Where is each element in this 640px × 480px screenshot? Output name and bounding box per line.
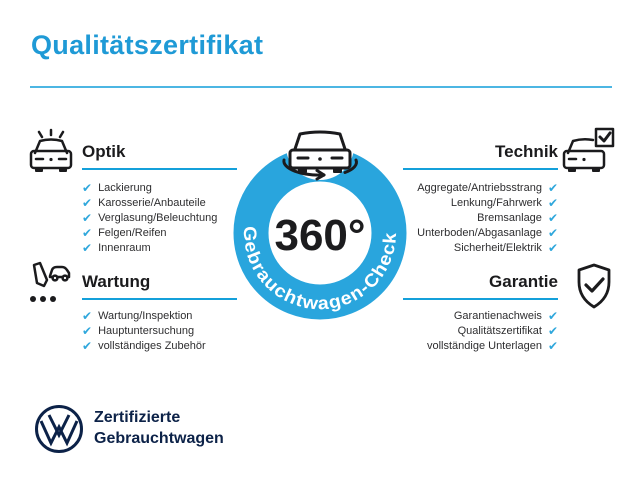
wartung-list: ✔ Wartung/Inspektion ✔ Hauptuntersuchung ✔…: [82, 308, 282, 353]
section-header-technik: Technik: [495, 142, 558, 161]
check-icon: ✔: [547, 195, 558, 210]
garantie-list: Garantienachweis ✔ Qualitätszertifikat ✔ v…: [380, 308, 558, 353]
check-icon: ✔: [82, 308, 93, 323]
optik-list: ✔ Lackierung ✔ Karosserie/Anbauteile ✔ Verg…: [82, 180, 282, 255]
list-item: ✔ vollständiges Zubehör: [82, 338, 206, 353]
list-item: ✔ Innenraum: [82, 240, 151, 255]
list-item: Aggregate/Antriebsstrang ✔: [417, 180, 558, 195]
list-item: ✔ Wartung/Inspektion: [82, 308, 193, 323]
check-icon: ✔: [82, 225, 93, 240]
check-icon: ✔: [82, 338, 93, 353]
list-item: ✔ Hauptuntersuchung: [82, 323, 195, 338]
section-rule-wartung: [82, 298, 237, 300]
list-item: Unterboden/Abgasanlage ✔: [417, 225, 558, 240]
page-title: Qualitätszertifikat: [31, 30, 264, 60]
rotating-car-icon: [282, 130, 358, 181]
list-item: Garantienachweis ✔: [453, 308, 558, 323]
brand-line1: Zertifizierte: [94, 409, 181, 426]
list-item: Bremsanlage ✔: [477, 210, 558, 225]
check-icon: ✔: [547, 308, 558, 323]
check-icon: ✔: [82, 210, 93, 225]
check-icon: ✔: [547, 225, 558, 240]
list-item: vollständige Unterlagen ✔: [426, 338, 558, 353]
list-item: ✔ Felgen/Reifen: [82, 225, 167, 240]
section-header-optik: Optik: [82, 142, 126, 161]
title-divider: [30, 86, 612, 88]
check-icon: ✔: [82, 180, 93, 195]
car-checkbox-icon: [562, 126, 616, 176]
degrees-label: 360°: [274, 211, 365, 260]
section-header-garantie: Garantie: [489, 272, 558, 291]
check-icon: ✔: [547, 240, 558, 255]
shield-check-icon: [572, 262, 616, 310]
360-check-badge: 360° Gebrauchtwagen-Check: [220, 112, 420, 322]
check-icon: ✔: [547, 338, 558, 353]
section-rule-garantie: [403, 298, 558, 300]
brand-lockup: Zertifizierte Gebrauchtwagen: [94, 407, 224, 449]
list-item: Lenkung/Fahrwerk ✔: [450, 195, 558, 210]
section-rule-technik: [403, 168, 558, 170]
list-item: Qualitätszertifikat ✔: [457, 323, 558, 338]
check-icon: ✔: [547, 180, 558, 195]
check-icon: ✔: [82, 323, 93, 338]
shiny-car-icon: [26, 128, 76, 178]
check-icon: ✔: [547, 210, 558, 225]
technik-list: Aggregate/Antriebsstrang ✔ Lenkung/Fahrwe…: [380, 180, 558, 255]
vw-logo: [34, 404, 84, 454]
check-icon: ✔: [82, 240, 93, 255]
check-icon: ✔: [82, 195, 93, 210]
check-icon: ✔: [547, 323, 558, 338]
list-item: ✔ Verglasung/Beleuchtung: [82, 210, 218, 225]
brand-line2: Gebrauchtwagen: [94, 430, 224, 447]
list-item: ✔ Lackierung: [82, 180, 152, 195]
service-checklist-icon: [24, 260, 72, 308]
list-item: Sicherheit/Elektrik ✔: [453, 240, 558, 255]
section-rule-optik: [82, 168, 237, 170]
section-header-wartung: Wartung: [82, 272, 151, 291]
list-item: ✔ Karosserie/Anbauteile: [82, 195, 206, 210]
